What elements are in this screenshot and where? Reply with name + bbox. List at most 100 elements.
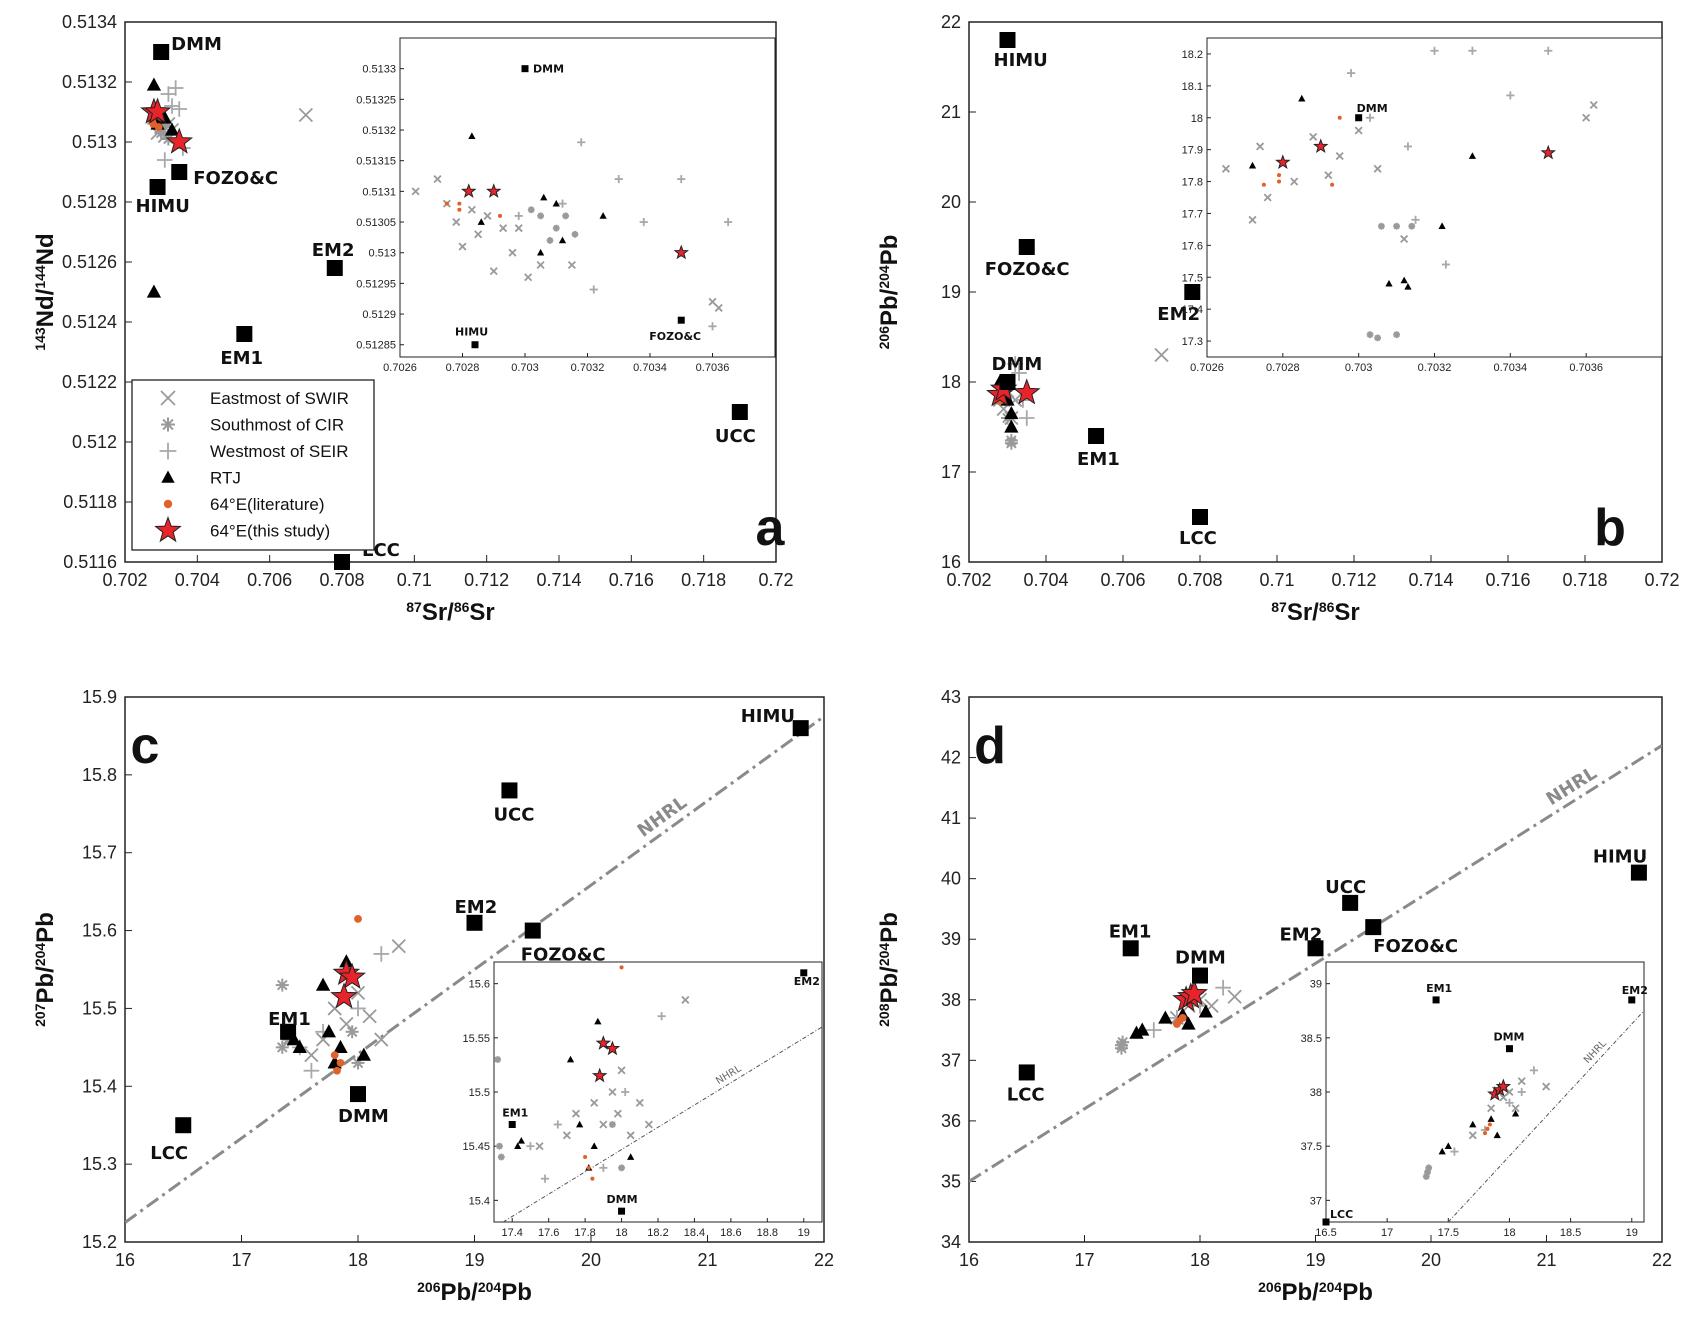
panel-d-inset-s3-point-2: [1469, 1120, 1477, 1128]
panel-a-inset-s0-point-14-b: [567, 260, 576, 270]
panel-c-ytick-6: 15.8: [82, 765, 117, 785]
panel-a-inset-s0-point-16-b: [714, 303, 723, 312]
panel-d-inset-endmember-EM1-marker: [1432, 996, 1440, 1004]
panel-d-inset-s1-point-2-3: [1425, 1164, 1432, 1171]
panel-d-endmember-EM1-label: EM1: [1109, 921, 1152, 942]
panel-c-inset-s0-point-3-b: [590, 1098, 599, 1107]
panel-b-s2-point-0: [1007, 356, 1023, 372]
panel-c-panel-label: c: [131, 717, 160, 775]
panel-a-inset-s5-point-0: [461, 183, 477, 198]
panel-a-inset-series-1: [527, 206, 579, 244]
panel-b-data: [986, 347, 1169, 450]
panel-a-inset-s1-point-0-3: [528, 206, 535, 213]
panel-c-inset-s0-point-5-b: [608, 1087, 617, 1097]
panel-a-inset-s2-point-4: [639, 217, 648, 227]
panel-d-xlabel-part-2: 204: [1319, 1279, 1343, 1295]
panel-d-inset-series-3: [1438, 1109, 1520, 1155]
panel-a-endmember-LCC-marker: [334, 554, 350, 570]
panel-b-inset-xtick-5: 0.7036: [1569, 362, 1603, 374]
panel-b-endmember-EM1-label: EM1: [1077, 449, 1120, 470]
panel-b-inset-xtick-4: 0.7034: [1494, 362, 1528, 374]
panel-c-inset-xtick-5: 18.4: [684, 1227, 705, 1239]
panel-b-inset-s3-point-4: [1404, 283, 1412, 290]
panel-a-ylabel-part-0: 143: [32, 327, 48, 351]
panel-a-inset-xtick-0: 0.7026: [383, 362, 417, 374]
panel-b-xlabel-part-0: 87: [1271, 599, 1287, 615]
panel-a-xtick-6: 0.714: [536, 570, 581, 590]
panel-a-xtick-9: 0.72: [758, 570, 793, 590]
panel-b-s0-point-5-b: [1154, 347, 1169, 363]
panel-d-inset-s2-point-2: [1529, 1066, 1539, 1075]
panel-a-inset: 0.7026 0.7028 0.703 0.7032 0.7034 0.7036 0.512…: [356, 37, 776, 374]
panel-a-inset-s0-point-9: [499, 224, 508, 233]
panel-b-inset-s1-point-3-3: [1408, 223, 1415, 230]
panel-d-inset-s0-point-0: [1487, 1104, 1496, 1113]
panel-a-inset-s0-point-13-b: [536, 260, 545, 270]
panel-b-inset-s3-point-6: [1468, 152, 1477, 159]
panel-b-ytick-5: 21: [941, 102, 961, 122]
panel-c-inset-endmember-EM1-label: EM1: [502, 1107, 528, 1120]
panel-b-inset-s2-point-6: [1544, 46, 1553, 55]
panel-d-ytick-9: 43: [941, 687, 961, 707]
panel-c-inset-ytick-3: 15.55: [462, 1033, 490, 1045]
panel-b-inset-s3-point-5: [1438, 222, 1446, 230]
panel-d-inset-s0-point-4: [1517, 1077, 1526, 1086]
panel-a-inset-series-3: [468, 132, 607, 256]
panel-a-ytick-0: 0.5116: [63, 552, 117, 572]
panel-d-xtick-0: 16: [959, 1250, 979, 1270]
panel-d-inset-series-4: [1482, 1122, 1492, 1136]
panel-c-s0-point-4: [362, 1009, 377, 1024]
panel-c-inset-xtick-4: 18.2: [647, 1227, 668, 1239]
panel-d-inset-xtick-4: 18.5: [1560, 1227, 1581, 1239]
panel-b-ytick-1: 17: [941, 462, 961, 482]
panel-b-xtick-5: 0.712: [1331, 570, 1376, 590]
panel-a-inset-s0-point-16: [714, 303, 723, 312]
panel-d-inset-xtick-1: 17: [1381, 1227, 1393, 1239]
panel-d-inset-s3-point-5: [1511, 1109, 1520, 1117]
panel-b-inset-ytick-9: 18.2: [1182, 49, 1203, 61]
panel-a-s4-point-2: [154, 123, 163, 131]
panel-c-s5-point-2: [330, 982, 358, 1009]
panel-a-inset-s5-point-2: [673, 244, 689, 260]
panel-c-inset-s2-point-0: [526, 1142, 535, 1151]
panel-b-inset-s0-point-6: [1324, 171, 1333, 180]
legend-marker-3: [161, 470, 175, 483]
panel-c-inset-s0-point-4: [599, 1120, 608, 1129]
panel-c-inset-s0-point-1: [562, 1131, 571, 1140]
legend-label-1: Southmost of CIR: [210, 416, 344, 435]
panel-c-inset-xtick-7: 18.8: [757, 1227, 778, 1239]
panel-a-inset-s2-point-7: [724, 217, 733, 227]
panel-b-inset-s0-point-6-b: [1324, 171, 1333, 180]
panel-b-inset-s0-point-12-b: [1589, 100, 1598, 110]
panel-b-inset-s4-point-3: [1330, 182, 1335, 187]
panel-c-inset-s0-point-3: [590, 1098, 599, 1107]
panel-b-inset-s2-point-5: [1506, 91, 1515, 100]
panel-c-inset-s0-point-9-b: [644, 1120, 653, 1129]
panel-b-xtick-1: 0.704: [1023, 570, 1068, 590]
panel-a-inset-s3-point-1: [477, 218, 485, 225]
panel-a-inset-s2-point-1: [558, 199, 567, 208]
panel-a-endmember-DMM-label: DMM: [171, 34, 222, 55]
panel-b-inset-series-0: [1221, 100, 1598, 244]
panel-a-s2-point-5: [156, 152, 173, 168]
panel-b-xlabel: 87Sr/86Sr: [1271, 599, 1360, 626]
panel-c-inset-s1-point-2-3: [498, 1153, 505, 1161]
panel-c-ytick-3: 15.5: [82, 998, 117, 1018]
panel-b-inset-s0-point-12: [1589, 100, 1598, 110]
panel-a-ytick-6: 0.5128: [62, 192, 117, 212]
panel-a-xtick-3: 0.708: [319, 570, 364, 590]
panel-c-inset-series-2: [526, 1012, 666, 1183]
panel-c-series-4: [330, 914, 362, 1075]
panel-d-inset-endmember-DMM-marker: [1505, 1045, 1513, 1053]
panel-b-xtick-0: 0.702: [946, 570, 991, 590]
panel-b-s2-point-1: [1011, 365, 1027, 381]
panel-c-s0-point-2: [339, 1016, 354, 1032]
panel-b-s5-point-2: [1012, 378, 1041, 405]
panel-d-inset-s0-point-3: [1511, 1104, 1520, 1113]
panel-d-s3-point-5: [1198, 1004, 1213, 1018]
panel-b-inset-s3-point-3: [1400, 276, 1408, 284]
panel-b-xlabel-part-2: 86: [1319, 599, 1335, 615]
panel-d-series-1: [1114, 1035, 1130, 1055]
panel-d-endmember-UCC-marker: [1342, 894, 1359, 911]
panel-b-inset-endmember-DMM-label: DMM: [1357, 102, 1388, 115]
